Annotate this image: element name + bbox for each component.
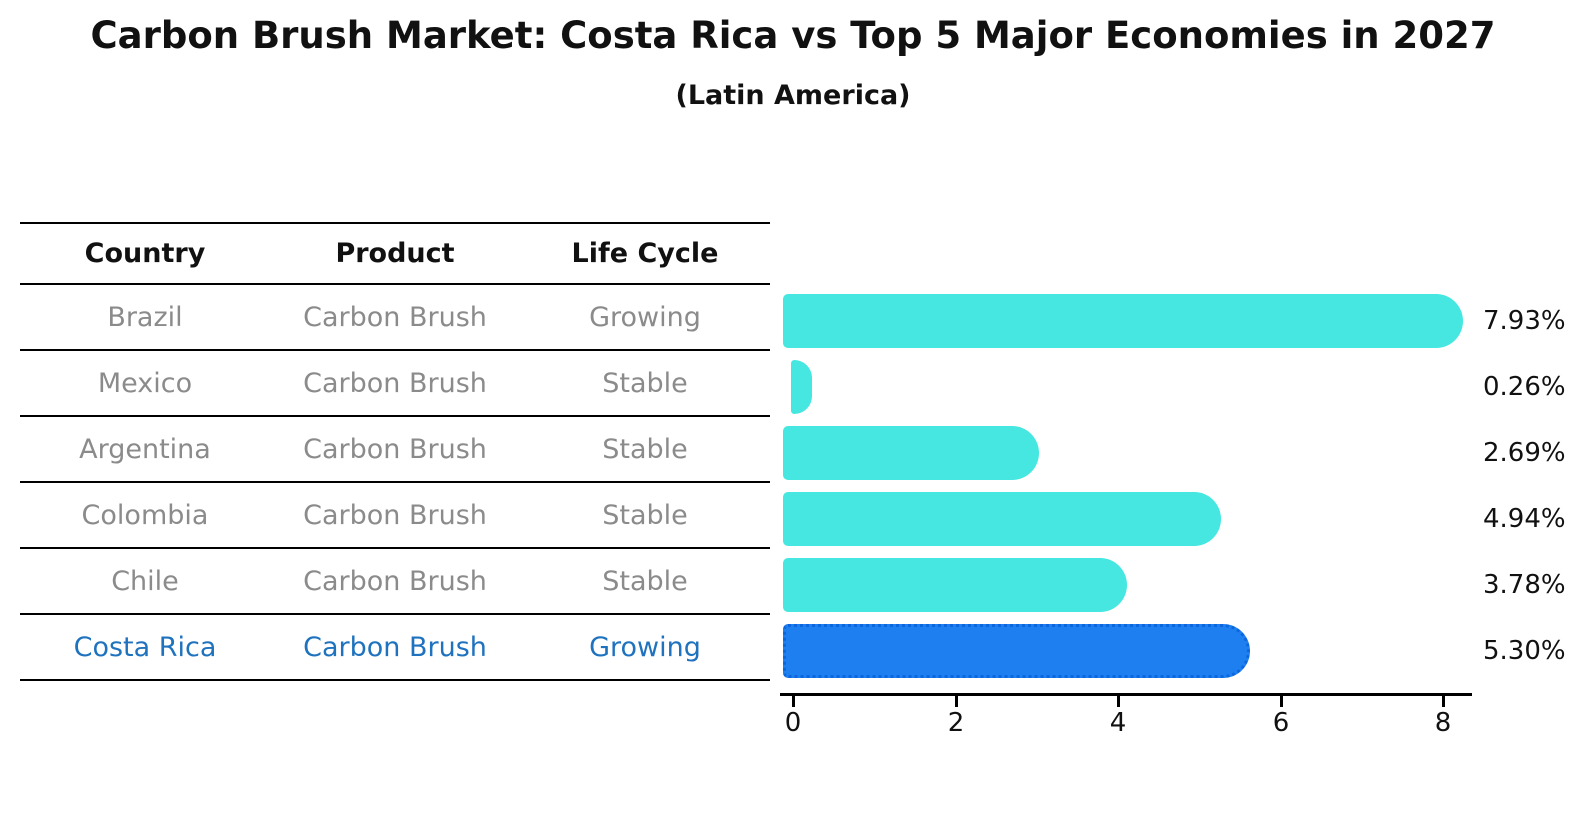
table-header-product: Product [335, 238, 455, 269]
life-cycle-cell: Stable [602, 499, 688, 531]
country-cell: Costa Rica [73, 631, 217, 663]
product-cell: Carbon Brush [303, 367, 487, 399]
table-header-country: Country [84, 238, 206, 269]
x-tick-label-8: 8 [1434, 708, 1452, 738]
x-tick-mark-6 [1280, 696, 1283, 707]
x-tick-label-6: 6 [1272, 708, 1290, 738]
bar-colombia [783, 492, 1221, 546]
life-cycle-cell: Growing [589, 631, 701, 663]
bar-brazil [783, 294, 1463, 348]
value-label-brazil: 7.93% [1483, 306, 1566, 336]
product-cell: Carbon Brush [303, 565, 487, 597]
country-cell: Argentina [79, 433, 211, 465]
table-row-argentina: Argentina Carbon Brush Stable [20, 417, 770, 483]
value-label-argentina: 2.69% [1483, 438, 1566, 468]
value-label-costa-rica: 5.30% [1483, 636, 1566, 666]
life-cycle-cell: Growing [589, 301, 701, 333]
country-table: Country Product Life Cycle Brazil Carbon Br… [20, 222, 770, 681]
table-row-colombia: Colombia Carbon Brush Stable [20, 483, 770, 549]
bar-argentina [783, 426, 1039, 480]
life-cycle-cell: Stable [602, 367, 688, 399]
x-tick-mark-8 [1442, 696, 1445, 707]
x-tick-mark-4 [1117, 696, 1120, 707]
country-cell: Chile [111, 565, 179, 597]
product-cell: Carbon Brush [303, 301, 487, 333]
life-cycle-cell: Stable [602, 565, 688, 597]
country-cell: Brazil [107, 301, 183, 333]
table-row-mexico: Mexico Carbon Brush Stable [20, 351, 770, 417]
table-row-brazil: Brazil Carbon Brush Growing [20, 285, 770, 351]
table-header-row: Country Product Life Cycle [20, 222, 770, 285]
chart-subtitle: (Latin America) [675, 80, 911, 111]
bar-mexico [791, 360, 812, 414]
bar-costa-rica [783, 624, 1250, 678]
product-cell: Carbon Brush [303, 631, 487, 663]
table-row-chile: Chile Carbon Brush Stable [20, 549, 770, 615]
country-cell: Colombia [81, 499, 209, 531]
x-tick-label-2: 2 [947, 708, 965, 738]
value-label-colombia: 4.94% [1483, 504, 1566, 534]
x-tick-mark-0 [792, 696, 795, 707]
chart-title: Carbon Brush Market: Costa Rica vs Top 5… [90, 14, 1496, 57]
product-cell: Carbon Brush [303, 433, 487, 465]
value-label-mexico: 0.26% [1483, 372, 1566, 402]
country-cell: Mexico [97, 367, 193, 399]
life-cycle-cell: Stable [602, 433, 688, 465]
bar-chile [783, 558, 1127, 612]
table-header-life-cycle: Life Cycle [571, 238, 719, 269]
table-body: Brazil Carbon Brush Growing Mexico Carbon Br… [20, 285, 770, 681]
x-tick-mark-2 [955, 696, 958, 707]
x-axis-line [780, 693, 1472, 696]
value-label-chile: 3.78% [1483, 570, 1566, 600]
x-tick-label-4: 4 [1109, 708, 1127, 738]
product-cell: Carbon Brush [303, 499, 487, 531]
table-row-costa-rica: Costa Rica Carbon Brush Growing [20, 615, 770, 681]
x-tick-label-0: 0 [784, 708, 802, 738]
